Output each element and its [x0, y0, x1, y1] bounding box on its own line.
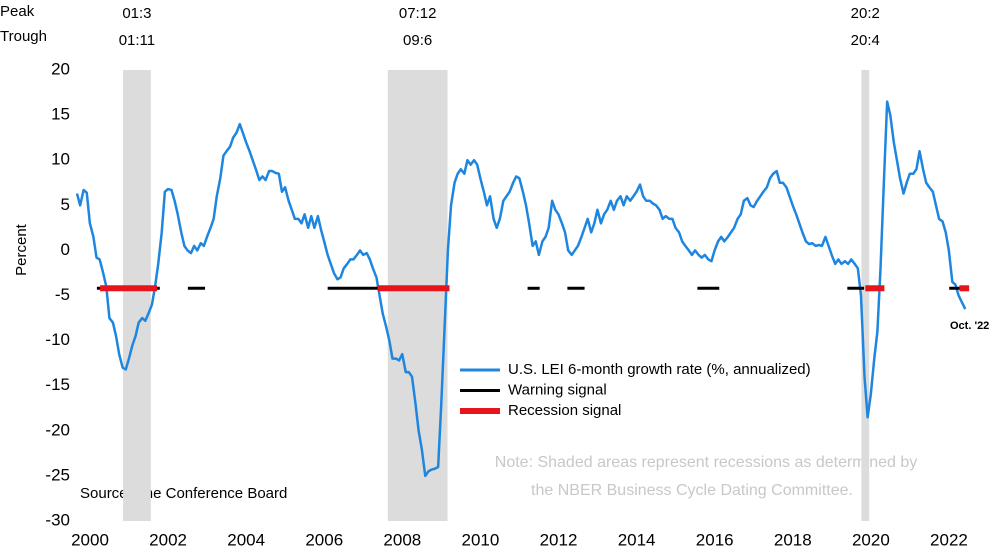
x-tick-label: 2010 [462, 530, 500, 549]
y-tick-label: -30 [45, 510, 70, 529]
recession-shade [861, 70, 870, 521]
x-tick-label: 2006 [305, 530, 343, 549]
x-tick-label: 2018 [774, 530, 812, 549]
recession-trough: 01:11 [119, 32, 155, 49]
y-tick-label: 15 [51, 105, 70, 124]
y-tick-label: -10 [45, 330, 70, 349]
legend-label: Warning signal [508, 381, 607, 398]
y-tick-label: 10 [51, 150, 70, 169]
legend-label: U.S. LEI 6-month growth rate (%, annuali… [508, 361, 811, 378]
last-point-label: Oct. '22 [950, 320, 989, 332]
y-tick-label: 5 [61, 195, 70, 214]
recession-peak: 01:3 [122, 5, 151, 22]
recession-shade [387, 70, 448, 521]
recession-shade [123, 70, 151, 521]
x-tick-label: 2004 [227, 530, 265, 549]
recession-peak: 20:2 [851, 5, 880, 22]
y-tick-label: -5 [55, 285, 70, 304]
x-tick-label: 2002 [149, 530, 187, 549]
data-line [75, 100, 967, 478]
y-tick-label: -15 [45, 375, 70, 394]
x-tick-label: 2014 [618, 530, 656, 549]
peak-label: Peak [0, 3, 35, 20]
note: Note: Shaded areas represent recessions … [495, 454, 917, 471]
x-tick-label: 2022 [930, 530, 968, 549]
note: the NBER Business Cycle Dating Committee… [531, 482, 853, 499]
x-tick-label: 2016 [696, 530, 734, 549]
y-tick-label: 20 [51, 59, 70, 78]
y-tick-label: -20 [45, 420, 70, 439]
recession-trough: 20:4 [851, 32, 880, 49]
x-tick-label: 2008 [383, 530, 421, 549]
x-tick-label: 2012 [540, 530, 578, 549]
y-tick-label: 0 [61, 240, 70, 259]
source: Source: The Conference Board [80, 485, 287, 502]
trough-label: Trough [0, 28, 47, 45]
y-tick-label: -25 [45, 465, 70, 484]
y-axis-label: Percent [13, 223, 30, 276]
x-tick-label: 2020 [852, 530, 890, 549]
legend-label: Recession signal [508, 402, 621, 419]
x-tick-label: 2000 [71, 530, 109, 549]
recession-trough: 09:6 [403, 32, 432, 49]
recession-peak: 07:12 [399, 5, 437, 22]
